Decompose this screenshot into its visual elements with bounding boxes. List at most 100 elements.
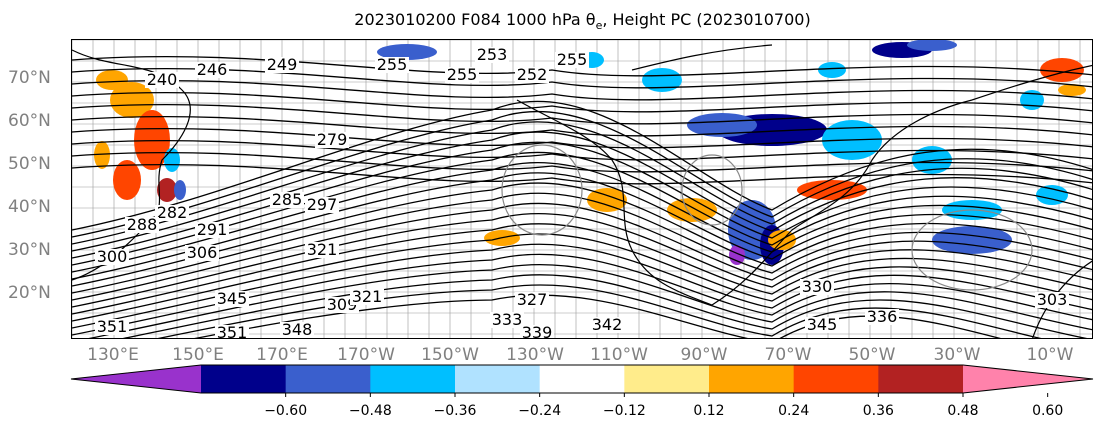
lon-label: 170°E (256, 345, 308, 365)
shaded-region (587, 188, 627, 212)
colorbar-tick-label: 0.12 (693, 403, 725, 419)
contour-line (72, 151, 1092, 266)
colorbar-segment (709, 365, 795, 393)
contour-label: 255 (557, 50, 588, 69)
colorbar-tick-label: −0.36 (433, 403, 477, 419)
lon-label: 90°W (680, 345, 728, 365)
lat-label: 30°N (8, 240, 51, 260)
contour-label: 255 (447, 65, 478, 84)
shaded-region (642, 68, 682, 92)
shaded-region (667, 198, 717, 222)
coastline (711, 99, 973, 306)
contour-line (72, 202, 1092, 301)
contour-label: 303 (1037, 290, 1068, 309)
colorbar-segment (370, 365, 456, 393)
contour-label: 240 (147, 70, 178, 89)
contour-label-bg (185, 245, 219, 261)
pc-contour (681, 154, 743, 226)
shaded-region (729, 245, 745, 265)
contour-label-bg (315, 132, 349, 148)
contour-label-bg (1035, 292, 1069, 308)
colorbar-tick-label: 0.60 (1032, 403, 1064, 419)
contour-label-bg (280, 322, 314, 338)
contour-line (88, 263, 1092, 338)
contour-label-bg (350, 289, 384, 305)
contour-line (72, 151, 1092, 173)
contour-label: 252 (517, 65, 548, 84)
contour-label: 348 (282, 320, 313, 339)
contour-line (72, 223, 1092, 315)
contour-line (72, 182, 1092, 287)
coastline (516, 99, 713, 306)
contour-label: 336 (867, 307, 898, 326)
colorbar-tick-label: −0.48 (348, 403, 392, 419)
contour-label: 246 (197, 60, 228, 79)
contour-line (72, 103, 1092, 125)
contour-label-bg (195, 62, 229, 78)
contour-label-bg (215, 291, 249, 307)
lat-label: 60°N (8, 111, 51, 131)
contour-label: 279 (317, 130, 348, 149)
lat-label: 70°N (8, 68, 51, 88)
lon-label: 170°W (337, 345, 395, 365)
contour-label-bg (515, 67, 549, 83)
contour-label: 291 (197, 220, 228, 239)
contour-label: 351 (97, 317, 128, 336)
lon-label: 130°E (87, 345, 139, 365)
lat-label: 20°N (8, 283, 51, 303)
contour-label-bg (375, 57, 409, 73)
colorbar-segment (624, 365, 710, 393)
contour-line (194, 294, 1001, 338)
contour-line (72, 79, 1092, 101)
lon-label: 150°E (172, 345, 224, 365)
colorbar-segment (201, 365, 287, 393)
shaded-region (157, 178, 177, 202)
contour-label: 253 (477, 45, 508, 64)
contour-line (72, 161, 1092, 273)
shaded-region (1036, 185, 1068, 205)
contour-label-bg (125, 217, 159, 233)
colorbar-tick-label: 0.24 (778, 403, 810, 419)
colorbar (70, 364, 1094, 397)
colorbar-tick-label: −0.60 (264, 403, 308, 419)
shaded-region (94, 141, 110, 169)
colorbar-segment (793, 365, 879, 393)
coastline (971, 64, 1092, 101)
contour-label: 327 (517, 290, 548, 309)
colorbar-segment (878, 365, 964, 393)
lon-label: 130°W (506, 345, 564, 365)
contour-line (72, 212, 1092, 308)
colorbar-extend-low (71, 365, 201, 393)
contour-line (72, 172, 1092, 280)
lon-label: 110°W (590, 345, 648, 365)
contour-line (72, 233, 1092, 322)
contour-line (72, 91, 1092, 113)
shaded-region (687, 113, 757, 137)
contour-line (72, 192, 1092, 294)
contour-label: 306 (187, 243, 218, 262)
colorbar-tick-label: −0.24 (518, 403, 562, 419)
shaded-region (377, 44, 437, 60)
contour-label-bg (195, 222, 229, 238)
contour-label-bg (305, 197, 339, 213)
contour-line (72, 139, 1092, 161)
contour-label-bg (95, 319, 129, 335)
contour-label: 345 (217, 289, 248, 308)
colorbar-tick-label: −0.12 (602, 403, 646, 419)
contour-line (72, 115, 1092, 137)
shaded-region (818, 62, 846, 78)
lat-label: 40°N (8, 197, 51, 217)
contour-line (72, 163, 1092, 185)
contour-label-bg (490, 312, 524, 328)
shaded-region (134, 110, 170, 170)
height-contours (72, 55, 1092, 338)
shaded-region (1058, 84, 1086, 96)
contour-label-bg (475, 47, 509, 63)
contour-label: 321 (307, 240, 338, 259)
shaded-region (113, 160, 141, 200)
contour-label-bg (145, 72, 179, 88)
lon-label: 150°W (421, 345, 479, 365)
map-panel: 240 246 249 255 255 252 253 255 279 282 285 288 291 2… (71, 39, 1093, 339)
lon-label: 70°W (764, 345, 812, 365)
